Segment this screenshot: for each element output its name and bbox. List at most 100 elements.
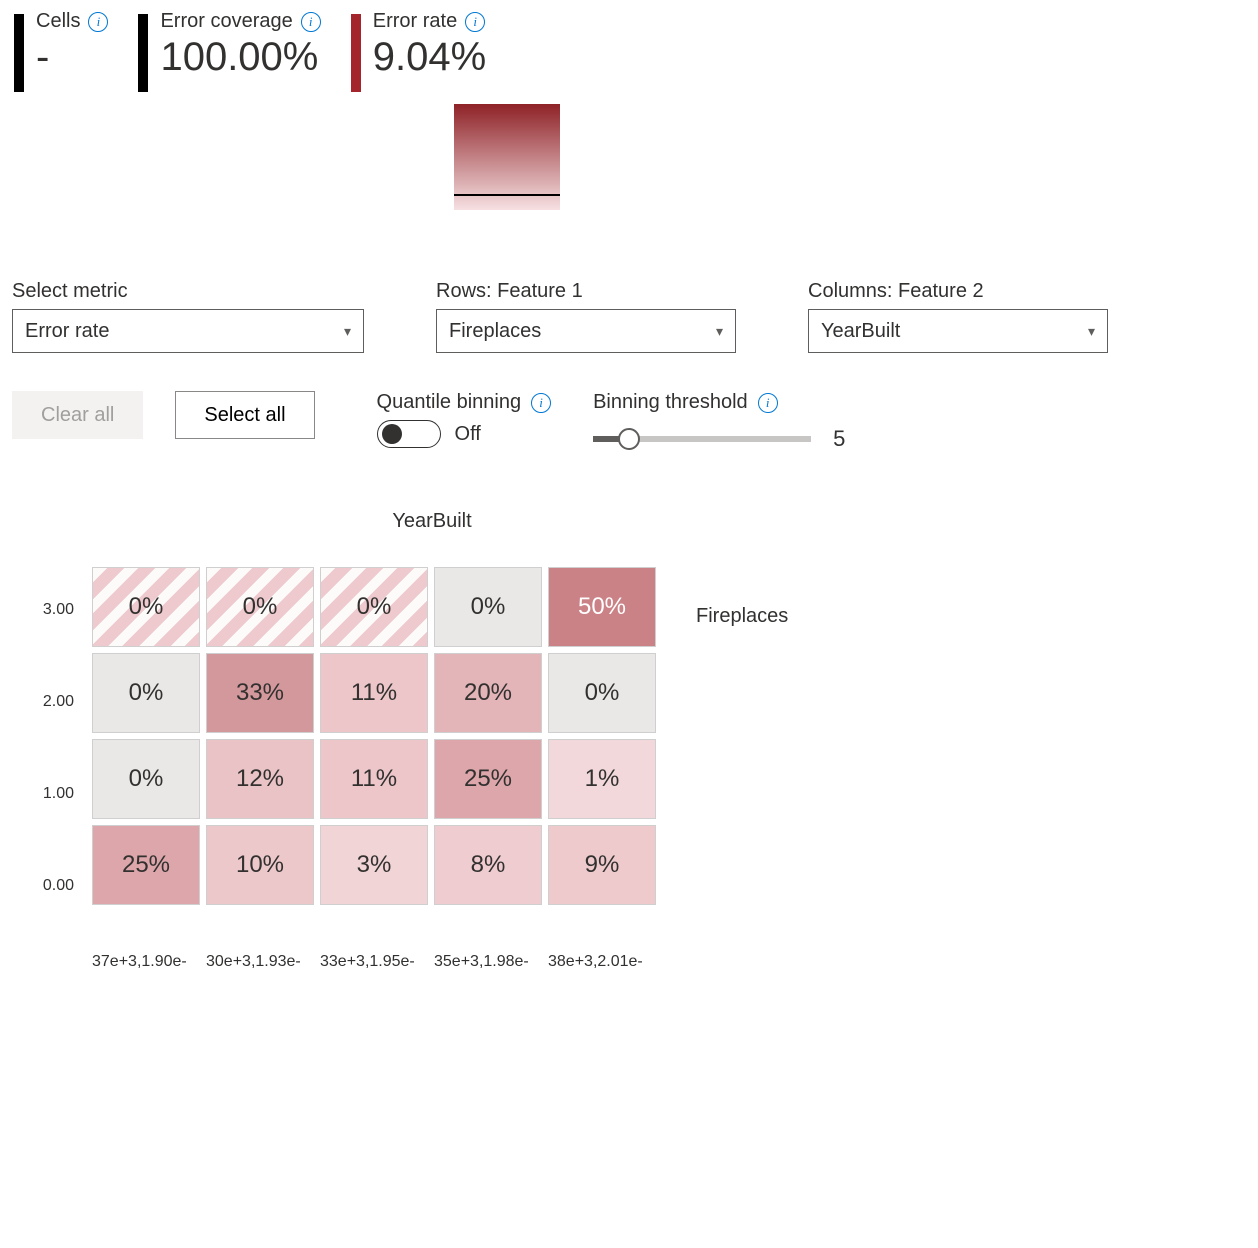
heatmap-cell[interactable]: 0%	[92, 739, 200, 819]
select-columns-value: YearBuilt	[821, 320, 900, 343]
quantile-binning-group: Quantile binning i Off	[377, 391, 552, 448]
metric-error-rate: Error rate i 9.04%	[351, 10, 486, 92]
select-columns-dropdown[interactable]: YearBuilt ▾	[808, 309, 1108, 353]
metric-rate-value: 9.04%	[373, 35, 486, 79]
heatmap-cell-value: 0%	[129, 593, 164, 621]
heatmap-cell[interactable]: 11%	[320, 653, 428, 733]
metric-coverage-label: Error coverage	[160, 10, 292, 33]
heatmap-cell[interactable]: 25%	[92, 825, 200, 905]
slider-thumb[interactable]	[618, 428, 640, 450]
info-icon[interactable]: i	[465, 12, 485, 32]
info-icon[interactable]: i	[531, 393, 551, 413]
heatmap-cell[interactable]: 0%	[92, 567, 200, 647]
metric-cells: Cells i -	[14, 10, 108, 92]
chevron-down-icon: ▾	[716, 323, 723, 340]
select-rows-dropdown[interactable]: Fireplaces ▾	[436, 309, 736, 353]
chevron-down-icon: ▾	[344, 323, 351, 340]
select-columns-label: Columns: Feature 2	[808, 280, 1108, 303]
heatmap-cell-value: 8%	[471, 851, 506, 879]
heatmap-cell[interactable]: 9%	[548, 825, 656, 905]
metric-accent-bar	[351, 14, 361, 92]
heatmap-cell[interactable]: 12%	[206, 739, 314, 819]
color-scale-legend	[454, 104, 560, 210]
heatmap-cell[interactable]: 0%	[434, 567, 542, 647]
info-icon[interactable]: i	[88, 12, 108, 32]
heatmap-cell-value: 25%	[464, 765, 512, 793]
heatmap-cell-value: 0%	[471, 593, 506, 621]
select-metric-value: Error rate	[25, 320, 109, 343]
heatmap-col-tick: 37e+3,1.90e-	[92, 953, 206, 971]
heatmap-section: YearBuilt 3.002.001.000.00 0%0%0%0%50%0%…	[12, 510, 1246, 971]
heatmap-cell[interactable]: 10%	[206, 825, 314, 905]
heatmap-col-ticks: 37e+3,1.90e-30e+3,1.93e-33e+3,1.95e-35e+…	[92, 953, 1246, 971]
metric-cells-value: -	[36, 35, 108, 79]
select-metric-label: Select metric	[12, 280, 364, 303]
heatmap-cell-value: 20%	[464, 679, 512, 707]
binning-threshold-value: 5	[833, 426, 845, 452]
heatmap-row-ticks: 3.00 2.00 1.00 0.00	[12, 567, 92, 935]
info-icon[interactable]: i	[301, 12, 321, 32]
toggle-knob	[382, 424, 402, 444]
select-metric-group: Select metric Error rate ▾	[12, 280, 364, 353]
heatmap-cell[interactable]: 0%	[206, 567, 314, 647]
quantile-binning-toggle[interactable]	[377, 420, 441, 448]
heatmap-cell-value: 0%	[357, 593, 392, 621]
heatmap-cell-value: 50%	[578, 593, 626, 621]
heatmap-cell-value: 3%	[357, 851, 392, 879]
select-columns-group: Columns: Feature 2 YearBuilt ▾	[808, 280, 1108, 353]
heatmap-cell[interactable]: 20%	[434, 653, 542, 733]
heatmap-col-tick: 38e+3,2.01e-	[548, 953, 662, 971]
heatmap-row-tick: 2.00	[43, 659, 74, 745]
heatmap-cell[interactable]: 0%	[92, 653, 200, 733]
metric-accent-bar	[14, 14, 24, 92]
heatmap-row: 0% 0% 0% 0% 50%	[92, 567, 656, 647]
heatmap-cell[interactable]: 8%	[434, 825, 542, 905]
select-rows-group: Rows: Feature 1 Fireplaces ▾	[436, 280, 736, 353]
binning-threshold-label: Binning threshold	[593, 391, 748, 414]
heatmap-row-tick: 0.00	[43, 843, 74, 929]
heatmap-row: 0% 12% 11% 25% 1%	[92, 739, 656, 819]
heatmap-cell-value: 25%	[122, 851, 170, 879]
chevron-down-icon: ▾	[1088, 323, 1095, 340]
heatmap-cell-value: 0%	[129, 765, 164, 793]
quantile-binning-state: Off	[455, 423, 481, 446]
heatmap-cell[interactable]: 0%	[548, 653, 656, 733]
heatmap-cell[interactable]: 0%	[320, 567, 428, 647]
heatmap-row: 0% 33% 11% 20% 0%	[92, 653, 656, 733]
heatmap-cell[interactable]: 33%	[206, 653, 314, 733]
heatmap-cell-value: 0%	[585, 679, 620, 707]
controls-row: Select metric Error rate ▾ Rows: Feature…	[12, 280, 1246, 353]
heatmap-rows-title: Fireplaces	[696, 605, 788, 628]
heatmap-columns-title: YearBuilt	[92, 510, 772, 533]
heatmap-cell[interactable]: 11%	[320, 739, 428, 819]
clear-all-button[interactable]: Clear all	[12, 391, 143, 439]
heatmap-cell-value: 1%	[585, 765, 620, 793]
metric-coverage-value: 100.00%	[160, 35, 320, 79]
heatmap-col-tick: 35e+3,1.98e-	[434, 953, 548, 971]
heatmap-cell-value: 0%	[129, 679, 164, 707]
heatmap-cell-value: 33%	[236, 679, 284, 707]
heatmap-row-tick: 1.00	[43, 751, 74, 837]
binning-threshold-slider[interactable]	[593, 436, 811, 442]
binning-threshold-group: Binning threshold i 5	[593, 391, 845, 452]
heatmap-cell-value: 12%	[236, 765, 284, 793]
info-icon[interactable]: i	[758, 393, 778, 413]
heatmap-cell[interactable]: 25%	[434, 739, 542, 819]
heatmap-col-tick: 33e+3,1.95e-	[320, 953, 434, 971]
metric-cells-label: Cells	[36, 10, 80, 33]
heatmap-cell[interactable]: 1%	[548, 739, 656, 819]
metric-rate-label: Error rate	[373, 10, 457, 33]
heatmap-row-tick: 3.00	[43, 567, 74, 653]
select-all-button[interactable]: Select all	[175, 391, 314, 439]
select-rows-value: Fireplaces	[449, 320, 541, 343]
gradient-marker-line	[454, 194, 560, 196]
heatmap-cell[interactable]: 50%	[548, 567, 656, 647]
heatmap-cell-value: 9%	[585, 851, 620, 879]
heatmap-cell-value: 11%	[351, 765, 397, 793]
heatmap-cell[interactable]: 3%	[320, 825, 428, 905]
heatmap-cell-value: 10%	[236, 851, 284, 879]
metric-accent-bar	[138, 14, 148, 92]
select-metric-dropdown[interactable]: Error rate ▾	[12, 309, 364, 353]
heatmap-cell-value: 0%	[243, 593, 278, 621]
quantile-binning-label: Quantile binning	[377, 391, 522, 414]
